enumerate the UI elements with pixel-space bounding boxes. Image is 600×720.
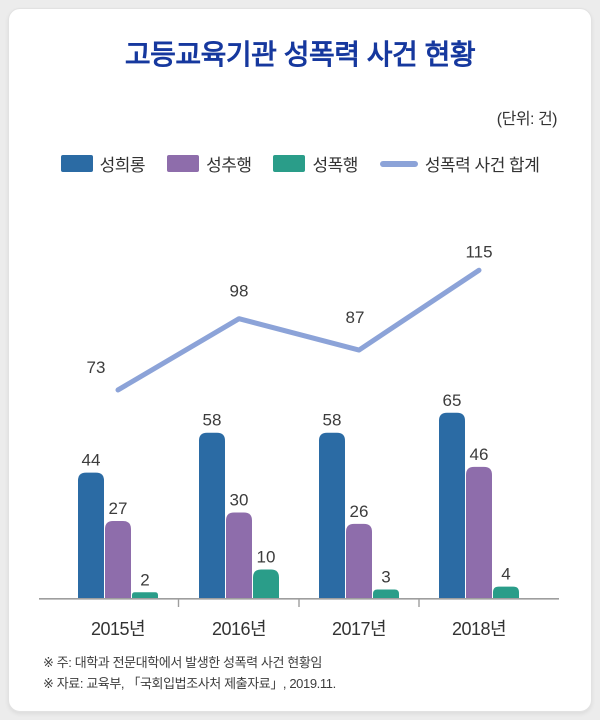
bar: [319, 432, 345, 598]
chart-svg: 44 58 58 65 27 30 26 46 2 10 3 4 2015년 2016년 2017년 2018…: [39, 242, 559, 639]
bar-value-label: 44: [82, 451, 101, 470]
bar-value-label: 58: [203, 411, 222, 430]
x-axis-label: 2017년: [332, 619, 386, 639]
line-point-label: 98: [230, 282, 249, 301]
bar: [493, 586, 519, 598]
footnotes: ※ 주: 대학과 전문대학에서 발생한 성폭력 사건 현황임 ※ 자료: 교육부,…: [43, 652, 336, 694]
bar-value-label: 26: [350, 502, 369, 521]
legend-swatch-icon: [379, 160, 418, 167]
bar: [226, 512, 252, 598]
x-axis-label: 2016년: [212, 619, 266, 639]
legend-label: 성폭행: [312, 156, 358, 175]
legend-item-seongchuhaeng: 성추행: [167, 151, 252, 176]
chart-area: 44 58 58 65 27 30 26 46 2 10 3 4 2015년 2016년 2017년 2018…: [9, 211, 591, 647]
x-axis-label: 2015년: [91, 619, 145, 639]
line-point-label: 115: [465, 242, 492, 261]
bar-value-label: 65: [443, 391, 462, 410]
bar-value-label: 10: [257, 548, 276, 567]
line-point-label: 73: [87, 358, 106, 377]
bar: [373, 589, 399, 598]
legend-label: 성폭력 사건 합계: [424, 156, 540, 175]
legend-swatch-icon: [60, 155, 93, 172]
legend-item-seongpokhaeng: 성폭행: [273, 151, 358, 176]
footnote-line: ※ 자료: 교육부, 「국회입법조사처 제출자료」, 2019.11.: [43, 676, 336, 691]
line-point-label: 87: [346, 308, 365, 327]
bar: [78, 472, 104, 598]
bar: [199, 432, 225, 598]
legend-item-seonghuirong: 성희롱: [60, 151, 146, 176]
footnote-line: ※ 주: 대학과 전문대학에서 발생한 성폭력 사건 현황임: [43, 655, 322, 670]
bar: [346, 523, 372, 598]
legend-label: 성추행: [206, 156, 252, 175]
bar: [439, 412, 465, 598]
bar-value-label: 46: [470, 445, 489, 464]
unit-label: (단위: 건): [496, 111, 558, 128]
bar-value-label: 58: [323, 411, 342, 430]
bar-value-label: 2: [140, 570, 149, 589]
legend: 성희롱 성추행 성폭행 성폭력 사건 합계: [9, 151, 591, 176]
bar-value-label: 27: [109, 499, 128, 518]
chart-card: 고등교육기관 성폭력 사건 현황 (단위: 건) 성희롱 성추행 성폭행 성폭력 사건…: [8, 8, 592, 712]
bar: [132, 592, 158, 598]
total-line: [115, 267, 482, 393]
x-axis-label: 2018년: [452, 619, 506, 639]
legend-label: 성희롱: [99, 156, 146, 175]
bar-value-label: 30: [230, 491, 249, 510]
legend-item-seongpongnyeok-hapgye: 성폭력 사건 합계: [379, 151, 540, 176]
bar: [253, 569, 279, 598]
bar: [466, 466, 492, 598]
legend-swatch-icon: [167, 155, 200, 172]
bar-value-label: 4: [501, 565, 510, 584]
page-title: 고등교육기관 성폭력 사건 현황: [124, 39, 476, 70]
bar: [105, 521, 131, 598]
legend-swatch-icon: [273, 155, 306, 172]
bar-value-label: 3: [381, 567, 390, 586]
